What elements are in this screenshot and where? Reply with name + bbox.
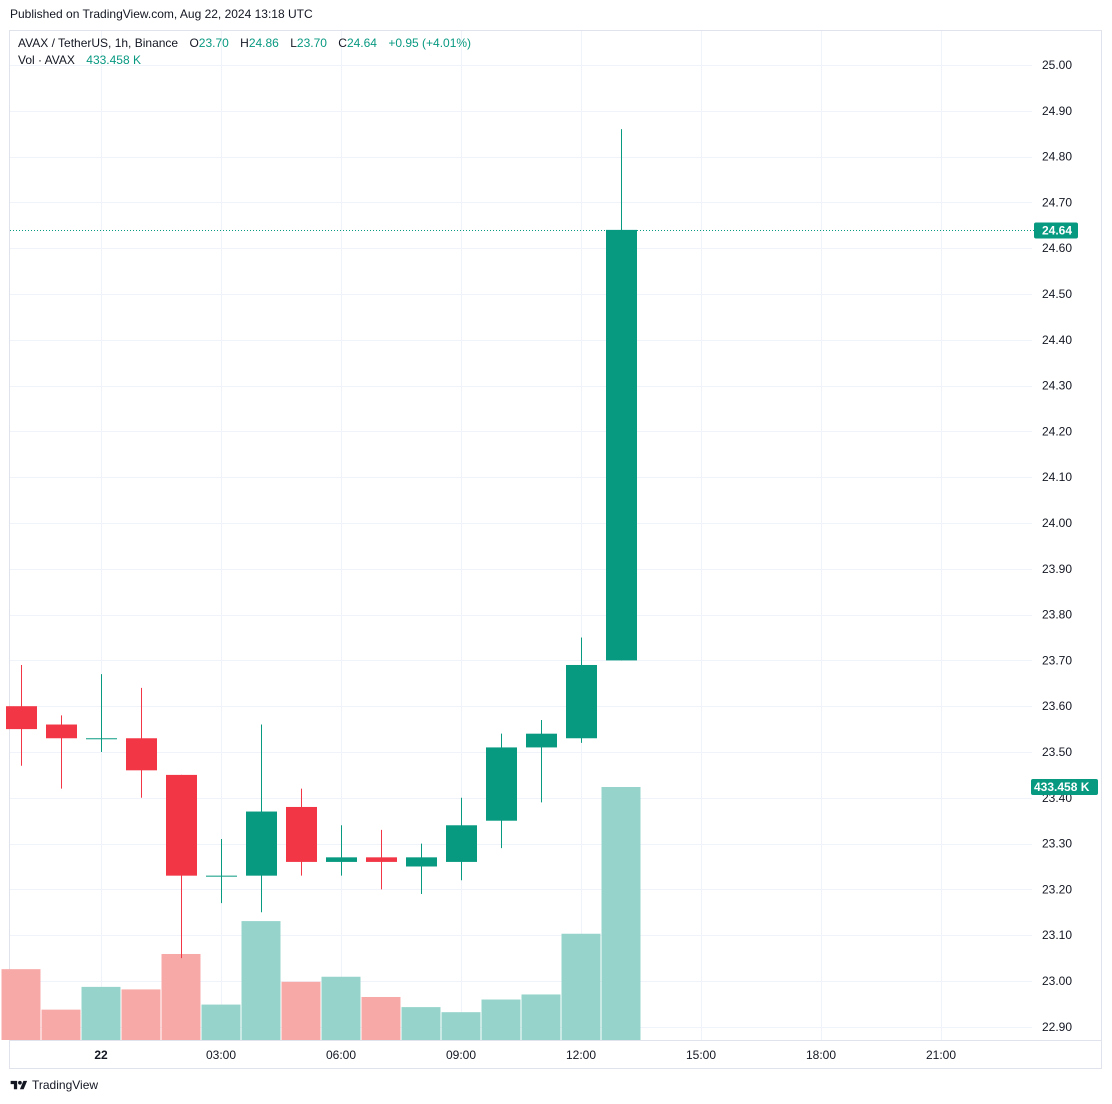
candle-body [126, 738, 157, 771]
price-tick-label: 24.80 [1042, 150, 1072, 164]
candle-body [86, 738, 117, 740]
price-tick-label: 24.30 [1042, 379, 1072, 393]
price-tick-label: 23.80 [1042, 608, 1072, 622]
price-tick-label: 23.70 [1042, 653, 1072, 667]
time-tick-label: 09:00 [446, 1048, 476, 1062]
volume-bar [401, 1007, 441, 1040]
volume-bar [1, 969, 41, 1040]
tradingview-logo-icon [10, 1080, 28, 1089]
time-tick-label: 15:00 [686, 1048, 716, 1062]
candle-body [446, 825, 477, 862]
candle-body [326, 857, 357, 862]
volume-bar [81, 986, 121, 1040]
volume-legend-row: Vol · AVAX 433.458 K [18, 52, 471, 69]
high-value: 24.86 [248, 36, 279, 50]
volume-bar [201, 1004, 241, 1040]
price-tick-label: 23.60 [1042, 699, 1072, 713]
last-price-label: 24.64 [1042, 224, 1072, 238]
time-tick-label: 21:00 [926, 1048, 956, 1062]
candle-body [206, 875, 237, 877]
volume-bar [441, 1012, 481, 1040]
price-tick-label: 23.90 [1042, 562, 1072, 576]
price-tick-label: 23.00 [1042, 974, 1072, 988]
volume-bar [161, 953, 201, 1040]
price-tick-label: 24.70 [1042, 195, 1072, 209]
volume-bar [241, 921, 281, 1040]
price-tick-label: 23.50 [1042, 745, 1072, 759]
volume-label[interactable]: Vol · AVAX [18, 53, 75, 67]
price-tick-label: 24.10 [1042, 470, 1072, 484]
change-value: +0.95 (+4.01%) [388, 36, 472, 50]
price-tick-label: 24.60 [1042, 241, 1072, 255]
price-tick-label: 24.40 [1042, 333, 1072, 347]
candle-body [486, 747, 517, 821]
candle-body [286, 806, 317, 862]
chart-legend: AVAX / TetherUS, 1h, Binance O23.70 H24.… [18, 35, 471, 69]
volume-bar [281, 981, 321, 1040]
candle-body [6, 706, 37, 730]
volume-bar [321, 976, 361, 1040]
volume-value: 433.458 K [86, 53, 141, 67]
close-value: 24.64 [346, 36, 377, 50]
time-tick-label: 03:00 [206, 1048, 236, 1062]
high-label: H [240, 36, 249, 50]
price-tick-label: 25.00 [1042, 58, 1072, 72]
footer-brand-label: TradingView [32, 1078, 99, 1092]
last-price-badge [1034, 222, 1078, 239]
price-tick-label: 24.20 [1042, 424, 1072, 438]
time-tick-label: 06:00 [326, 1048, 356, 1062]
volume-badge-label: 433.458 K [1034, 780, 1090, 794]
candle-body [566, 664, 597, 739]
candle-body [166, 774, 197, 876]
open-value: 23.70 [198, 36, 229, 50]
time-tick-label: 18:00 [806, 1048, 836, 1062]
price-tick-label: 23.30 [1042, 837, 1072, 851]
close-label: C [338, 36, 347, 50]
price-tick-label: 24.50 [1042, 287, 1072, 301]
candle-body [366, 857, 397, 862]
volume-bar [481, 999, 521, 1040]
volume-bar [121, 989, 161, 1040]
time-tick-label: 22 [94, 1048, 108, 1062]
footer-brand[interactable]: TradingView [10, 1078, 98, 1092]
candle-body [526, 733, 557, 748]
low-value: 23.70 [296, 36, 327, 50]
price-tick-label: 24.00 [1042, 516, 1072, 530]
symbol-label[interactable]: AVAX / TetherUS, 1h, Binance [18, 36, 179, 50]
time-tick-label: 12:00 [566, 1048, 596, 1062]
price-tick-label: 23.20 [1042, 882, 1072, 896]
candle-body [406, 857, 437, 867]
volume-bar [601, 787, 641, 1040]
ohlc-legend-row: AVAX / TetherUS, 1h, Binance O23.70 H24.… [18, 35, 471, 52]
volume-bar [41, 1009, 81, 1040]
candle-body [46, 724, 77, 739]
candle-body [246, 811, 277, 876]
price-tick-label: 24.90 [1042, 104, 1072, 118]
volume-bar [561, 933, 601, 1040]
published-note: Published on TradingView.com, Aug 22, 20… [10, 7, 313, 21]
price-tick-label: 23.10 [1042, 928, 1072, 942]
open-label: O [189, 36, 199, 50]
price-tick-label: 22.90 [1042, 1020, 1072, 1034]
low-label: L [290, 36, 297, 50]
volume-bar [521, 994, 561, 1040]
volume-badge [1031, 779, 1098, 795]
candle-body [606, 229, 637, 661]
chart-frame [9, 30, 1102, 1069]
volume-bar [361, 996, 401, 1040]
